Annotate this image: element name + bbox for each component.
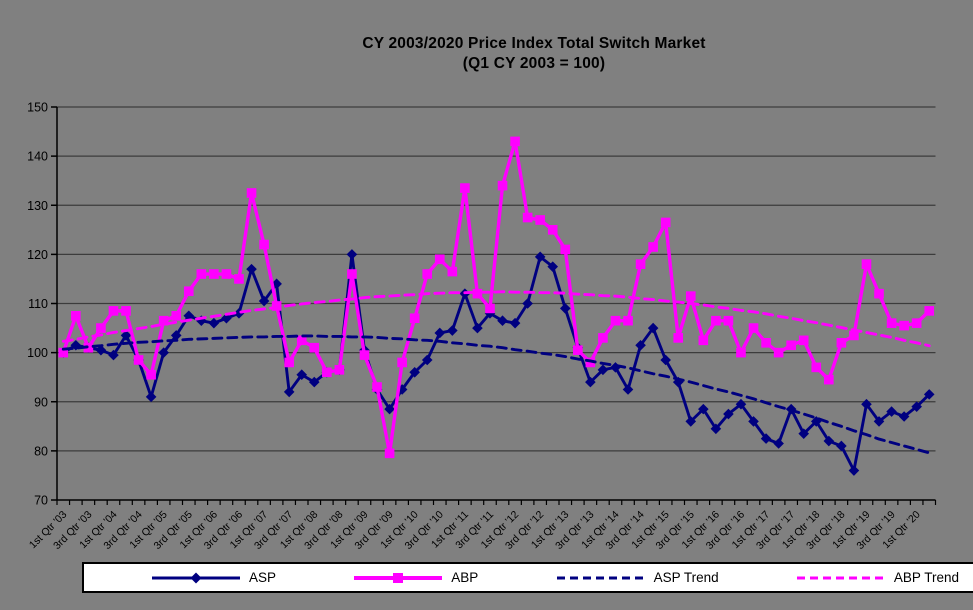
chart-title-line1: CY 2003/2020 Price Index Total Switch Ma… xyxy=(362,35,706,52)
chart-title: CY 2003/2020 Price Index Total Switch Ma… xyxy=(95,34,973,74)
asp-solid-line-sample xyxy=(152,572,240,583)
chart-title-line2: (Q1 CY 2003 = 100) xyxy=(462,55,606,72)
svg-text:140: 140 xyxy=(27,150,48,164)
svg-text:100: 100 xyxy=(27,346,48,360)
legend-item-asp: ASP xyxy=(150,570,276,585)
legend-item-asp-trend: ASP Trend xyxy=(555,570,719,585)
legend-label-asp-trend: ASP Trend xyxy=(653,570,719,585)
legend-item-abp-trend: ABP Trend xyxy=(795,570,959,585)
legend-label-abp: ABP xyxy=(451,570,479,585)
svg-text:130: 130 xyxy=(27,199,48,213)
svg-text:120: 120 xyxy=(27,248,48,262)
legend-label-asp: ASP xyxy=(249,570,277,585)
legend-item-abp: ABP xyxy=(352,570,478,585)
legend-label-abp-trend: ABP Trend xyxy=(893,570,959,585)
abp-solid-line-sample xyxy=(354,572,443,583)
legend: ASP ABP ASP Trend ABP Trend xyxy=(82,562,973,593)
svg-text:110: 110 xyxy=(28,297,48,311)
svg-text:150: 150 xyxy=(27,101,48,115)
asp-trend-dashed-line-sample xyxy=(556,576,645,579)
svg-text:80: 80 xyxy=(34,444,48,458)
svg-text:70: 70 xyxy=(34,494,48,508)
svg-text:90: 90 xyxy=(34,395,48,409)
abp-trend-dashed-line-sample xyxy=(796,576,885,579)
